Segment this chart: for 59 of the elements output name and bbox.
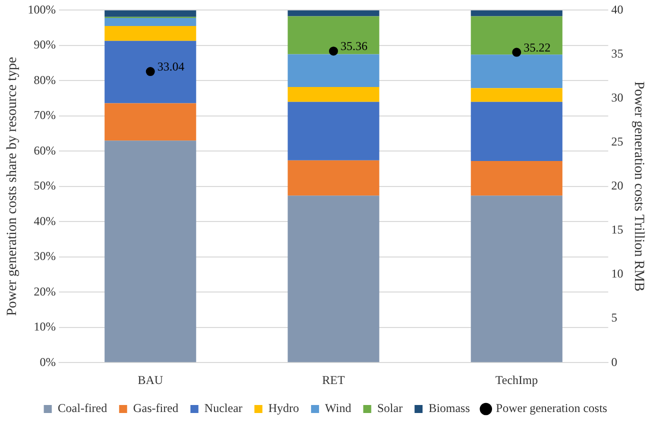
x-tick-label: TechImp	[495, 372, 538, 387]
y2-tick-label: 25	[611, 134, 624, 149]
bar	[288, 196, 380, 362]
bar	[104, 40, 196, 104]
y-tick-label: 20%	[34, 284, 56, 298]
bar	[288, 10, 380, 16]
bar	[104, 103, 196, 141]
y-tick-label: 80%	[34, 72, 56, 87]
bar	[104, 10, 196, 17]
legend-label: Biomass	[428, 401, 470, 416]
bar	[470, 161, 562, 196]
bar	[470, 196, 562, 362]
y-tick-label: 100%	[28, 2, 56, 16]
y-tick-label: 30%	[34, 249, 56, 264]
bar	[288, 54, 380, 88]
y-tick-label: 90%	[34, 38, 56, 52]
bar	[470, 10, 562, 16]
bar	[104, 26, 196, 41]
bar	[104, 140, 196, 362]
data-label: 35.36	[340, 39, 368, 54]
point	[512, 48, 522, 57]
bar	[104, 18, 196, 26]
bar	[288, 16, 380, 54]
bar	[288, 160, 380, 196]
y-tick-label: 0%	[40, 354, 56, 369]
legend-label: Coal-fired	[58, 401, 108, 416]
y-tick-label: 10%	[34, 320, 56, 334]
point	[329, 46, 338, 56]
bar	[470, 16, 562, 55]
y-tick-label: 50%	[34, 178, 56, 193]
data-label: 33.04	[157, 60, 184, 74]
y2-tick-label: 15	[611, 222, 624, 237]
data-label: 35.22	[524, 40, 551, 54]
bar	[288, 87, 380, 102]
legend-label: Power generation costs	[496, 401, 608, 416]
y2-tick-label: 30	[611, 90, 624, 104]
bar	[288, 102, 380, 160]
x-tick-label: RET	[322, 372, 346, 387]
y2-tick-label: 5	[611, 310, 618, 325]
bar	[470, 88, 562, 102]
y-tick-label: 40%	[34, 214, 56, 228]
y2-tick-label: 0	[611, 354, 618, 369]
y2-tick-label: 35	[611, 46, 624, 60]
y-axis-title: Power generation costs share by resource type	[5, 56, 20, 316]
y-tick-label: 70%	[34, 108, 56, 122]
legend-label: Hydro	[268, 401, 300, 416]
y2-axis-title: Power generation costs Trillion RMB	[630, 81, 646, 292]
bar	[470, 54, 562, 88]
y-tick-label: 60%	[34, 143, 56, 158]
point	[146, 67, 155, 76]
legend-label: Gas-fired	[133, 401, 178, 416]
bar	[470, 102, 562, 162]
legend-label: Solar	[377, 401, 403, 416]
x-tick-label: BAU	[138, 372, 164, 387]
legend-label: Wind	[325, 401, 352, 416]
y2-tick-label: 40	[611, 2, 624, 16]
y2-tick-label: 20	[611, 178, 624, 193]
y2-tick-label: 10	[611, 266, 624, 281]
legend-label: Nuclear	[204, 401, 242, 416]
